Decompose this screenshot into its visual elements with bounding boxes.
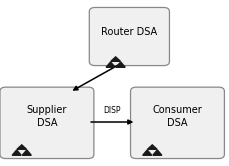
FancyBboxPatch shape [131, 87, 224, 159]
Polygon shape [147, 145, 157, 149]
Polygon shape [153, 150, 162, 155]
Text: DISP: DISP [104, 106, 121, 115]
Polygon shape [22, 150, 31, 155]
FancyBboxPatch shape [0, 87, 94, 159]
Text: Consumer
DSA: Consumer DSA [153, 105, 202, 128]
Polygon shape [106, 62, 115, 67]
Polygon shape [111, 57, 120, 61]
Text: Router DSA: Router DSA [101, 27, 158, 37]
FancyBboxPatch shape [89, 7, 169, 66]
Text: Supplier
DSA: Supplier DSA [27, 105, 67, 128]
Polygon shape [17, 145, 27, 149]
Polygon shape [143, 150, 152, 155]
Polygon shape [116, 62, 125, 67]
Polygon shape [12, 150, 21, 155]
